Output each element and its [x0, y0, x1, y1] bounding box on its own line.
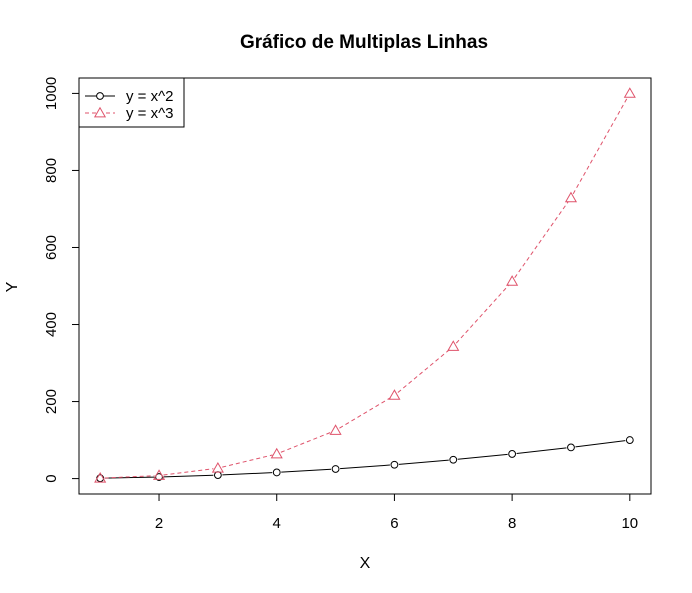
- y-tick-label: 200: [43, 389, 60, 414]
- y-tick-label: 800: [43, 158, 60, 183]
- data-point: [388, 389, 401, 400]
- data-point: [390, 460, 399, 469]
- series-segment: [457, 453, 508, 460]
- legend-item: y = x^3: [85, 105, 173, 122]
- y-tick-label: 0: [43, 474, 60, 482]
- series-segment: [222, 472, 273, 476]
- series-segment: [398, 459, 449, 465]
- chart-title: Gráfico de Multiplas Linhas: [240, 32, 488, 53]
- y-tick-label: 600: [43, 235, 60, 260]
- legend: y = x^2y = x^3: [78, 77, 185, 128]
- data-point: [270, 447, 283, 459]
- data-point: [96, 474, 105, 483]
- data-point: [449, 455, 458, 464]
- data-point: [623, 87, 636, 98]
- legend-box: [78, 77, 185, 128]
- series-segment: [455, 284, 510, 344]
- y-axis-label: Y: [4, 281, 21, 292]
- x-axis-label: X: [360, 555, 371, 572]
- series-segment: [104, 475, 155, 479]
- data-point: [272, 468, 281, 477]
- series-segment: [340, 464, 390, 470]
- series-1: [96, 436, 634, 483]
- series-layer: [94, 87, 636, 483]
- data-point: [94, 471, 107, 483]
- series-segment: [514, 201, 569, 278]
- data-point: [567, 443, 575, 452]
- data-point: [447, 340, 460, 351]
- y-tick-label: 1000: [43, 77, 60, 110]
- data-point: [506, 275, 519, 286]
- series-segment: [222, 454, 273, 468]
- x-tick-label: 4: [273, 515, 281, 532]
- data-point: [213, 471, 222, 480]
- series-segment: [281, 468, 332, 473]
- series-segment: [280, 431, 332, 453]
- plot-frame: [78, 77, 652, 495]
- data-point: [331, 465, 340, 473]
- series-segment: [575, 440, 626, 448]
- y-tick-label: 400: [43, 312, 60, 337]
- x-tick-label: 6: [390, 515, 398, 532]
- data-point: [564, 191, 578, 203]
- x-tick-label: 8: [508, 515, 516, 532]
- legend-item: y = x^2: [85, 88, 173, 105]
- series-2: [94, 87, 636, 483]
- series-segment: [339, 397, 391, 429]
- series-segment: [572, 97, 629, 195]
- x-tick-label: 2: [155, 515, 163, 532]
- legend-label: y = x^2: [126, 88, 173, 105]
- data-point: [329, 424, 342, 435]
- legend-marker: [93, 106, 107, 118]
- legend-marker: [96, 92, 104, 100]
- series-segment: [163, 468, 214, 476]
- x-axis: 2 4 6 8 10: [155, 493, 638, 532]
- data-point: [508, 450, 517, 458]
- series-segment: [163, 474, 214, 478]
- data-point: [152, 469, 166, 480]
- legend-label: y = x^3: [126, 105, 173, 122]
- data-point: [211, 461, 224, 473]
- series-segment: [516, 447, 567, 454]
- y-axis: 0 200 400 600 800 1000: [43, 77, 80, 483]
- x-tick-label: 10: [621, 515, 638, 532]
- series-segment: [397, 348, 451, 393]
- data-point: [625, 436, 634, 444]
